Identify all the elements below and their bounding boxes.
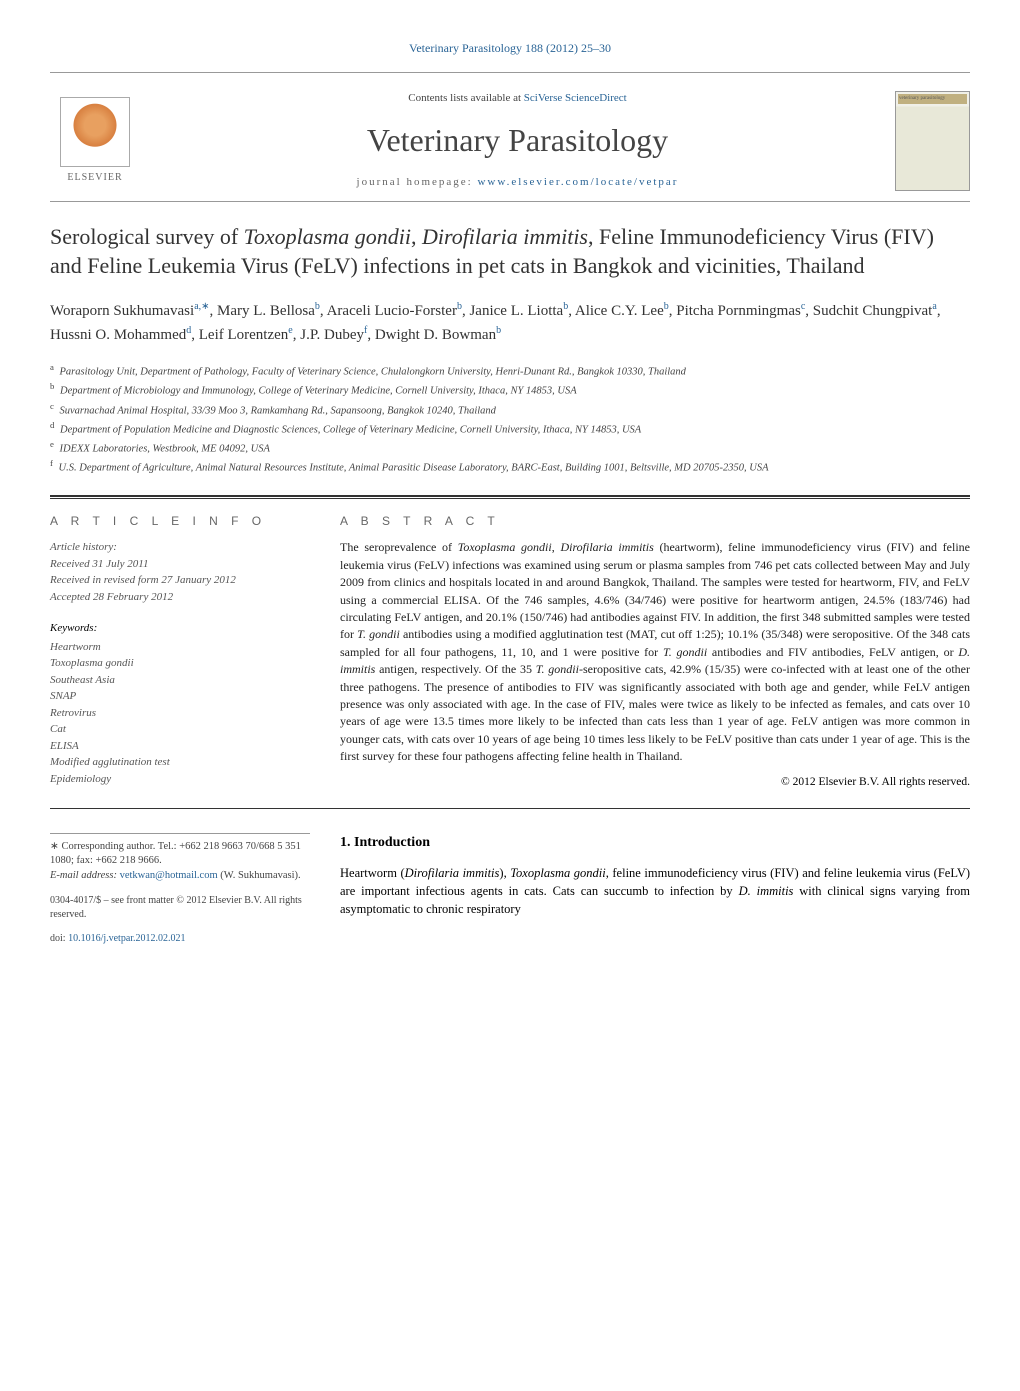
- history-heading: Article history:: [50, 539, 310, 556]
- corresp-body: Corresponding author. Tel.: +662 218 966…: [50, 841, 301, 867]
- accepted-date: Accepted 28 February 2012: [50, 589, 310, 606]
- contents-prefix: Contents lists available at: [408, 92, 523, 104]
- corresponding-author-block: ∗ Corresponding author. Tel.: +662 218 9…: [50, 833, 310, 884]
- intro-row: ∗ Corresponding author. Tel.: +662 218 9…: [50, 833, 970, 946]
- keywords-list: HeartwormToxoplasma gondiiSoutheast Asia…: [50, 639, 310, 788]
- contents-available-line: Contents lists available at SciVerse Sci…: [140, 91, 895, 106]
- doi-prefix: doi:: [50, 933, 66, 944]
- corresp-text: ∗ Corresponding author. Tel.: +662 218 9…: [50, 840, 310, 869]
- affiliation-item: f U.S. Department of Agriculture, Animal…: [50, 457, 970, 476]
- homepage-prefix: journal homepage:: [357, 176, 478, 188]
- running-header: Veterinary Parasitology 188 (2012) 25–30: [50, 40, 970, 57]
- article-history: Article history: Received 31 July 2011 R…: [50, 539, 310, 605]
- author-list: Woraporn Sukhumavasia,∗, Mary L. Bellosa…: [50, 299, 970, 347]
- keyword-item: Cat: [50, 721, 310, 738]
- keyword-item: Retrovirus: [50, 705, 310, 722]
- introduction-column: 1. Introduction Heartworm (Dirofilaria i…: [340, 833, 970, 946]
- abstract-heading: A B S T R A C T: [340, 513, 970, 530]
- email-line: E-mail address: vetkwan@hotmail.com (W. …: [50, 869, 310, 884]
- keyword-item: Toxoplasma gondii: [50, 655, 310, 672]
- email-label: E-mail address:: [50, 870, 120, 881]
- keyword-item: ELISA: [50, 738, 310, 755]
- top-rule: [50, 72, 970, 73]
- abstract-copyright: © 2012 Elsevier B.V. All rights reserved…: [340, 774, 970, 790]
- keyword-item: Epidemiology: [50, 771, 310, 788]
- front-matter-line: 0304-4017/$ – see front matter © 2012 El…: [50, 894, 310, 922]
- info-abstract-row: A R T I C L E I N F O Article history: R…: [50, 513, 970, 790]
- keyword-item: Heartworm: [50, 639, 310, 656]
- keyword-item: Modified agglutination test: [50, 754, 310, 771]
- corresp-marker: ∗: [50, 841, 59, 852]
- sciencedirect-link[interactable]: SciVerse ScienceDirect: [524, 92, 627, 104]
- affiliation-item: e IDEXX Laboratories, Westbrook, ME 0409…: [50, 438, 970, 457]
- keyword-item: Southeast Asia: [50, 672, 310, 689]
- keyword-item: SNAP: [50, 688, 310, 705]
- section-rule: [50, 495, 970, 499]
- correspondence-column: ∗ Corresponding author. Tel.: +662 218 9…: [50, 833, 310, 946]
- publisher-name: ELSEVIER: [67, 171, 122, 185]
- journal-homepage-line: journal homepage: www.elsevier.com/locat…: [140, 175, 895, 190]
- abstract-text: The seroprevalence of Toxoplasma gondii,…: [340, 539, 970, 765]
- journal-cover-thumbnail: veterinary parasitology: [895, 91, 970, 191]
- received-date: Received 31 July 2011: [50, 556, 310, 573]
- article-info-column: A R T I C L E I N F O Article history: R…: [50, 513, 310, 790]
- article-info-heading: A R T I C L E I N F O: [50, 513, 310, 530]
- elsevier-tree-icon: [60, 97, 130, 167]
- journal-center-block: Contents lists available at SciVerse Sci…: [140, 91, 895, 191]
- elsevier-logo: ELSEVIER: [50, 91, 140, 191]
- affiliation-item: b Department of Microbiology and Immunol…: [50, 380, 970, 399]
- bottom-rule: [50, 808, 970, 809]
- homepage-link[interactable]: www.elsevier.com/locate/vetpar: [477, 176, 678, 188]
- journal-header-row: ELSEVIER Contents lists available at Sci…: [50, 81, 970, 202]
- introduction-text: Heartworm (Dirofilaria immitis), Toxopla…: [340, 864, 970, 918]
- running-header-link[interactable]: Veterinary Parasitology 188 (2012) 25–30: [409, 41, 611, 55]
- affiliations-list: a Parasitology Unit, Department of Patho…: [50, 361, 970, 477]
- keywords-block: Keywords: HeartwormToxoplasma gondiiSout…: [50, 621, 310, 787]
- abstract-column: A B S T R A C T The seroprevalence of To…: [340, 513, 970, 790]
- doi-line: doi: 10.1016/j.vetpar.2012.02.021: [50, 932, 310, 946]
- introduction-heading: 1. Introduction: [340, 833, 970, 853]
- revised-date: Received in revised form 27 January 2012: [50, 572, 310, 589]
- email-suffix: (W. Sukhumavasi).: [220, 870, 300, 881]
- journal-title: Veterinary Parasitology: [140, 118, 895, 163]
- keywords-heading: Keywords:: [50, 621, 310, 636]
- affiliation-item: c Suvarnachad Animal Hospital, 33/39 Moo…: [50, 400, 970, 419]
- email-link[interactable]: vetkwan@hotmail.com: [120, 870, 218, 881]
- doi-link[interactable]: 10.1016/j.vetpar.2012.02.021: [68, 933, 186, 944]
- cover-label: veterinary parasitology: [898, 94, 967, 104]
- affiliation-item: a Parasitology Unit, Department of Patho…: [50, 361, 970, 380]
- article-title: Serological survey of Toxoplasma gondii,…: [50, 222, 970, 281]
- affiliation-item: d Department of Population Medicine and …: [50, 419, 970, 438]
